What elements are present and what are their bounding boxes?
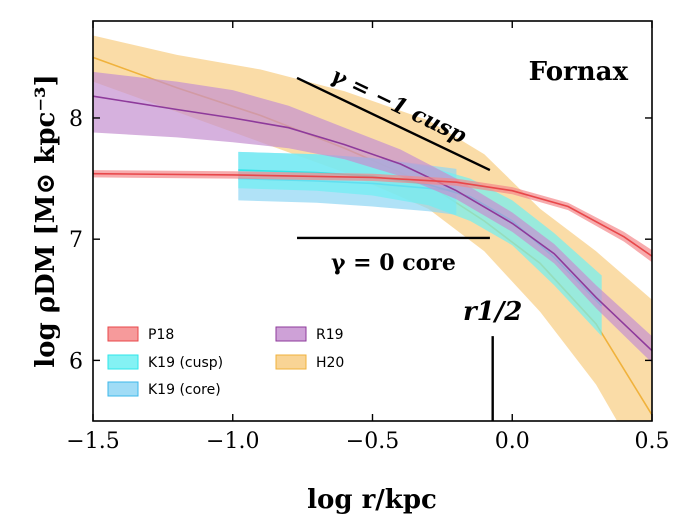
line-p18: [93, 172, 652, 257]
x-tick-label: 0.0: [495, 429, 530, 454]
axis-ticks: −1.5 −1.0 −0.5 0.0 0.5 6 7 8: [66, 21, 670, 454]
core-annotation-label: γ = 0 core: [331, 250, 456, 276]
legend-swatch-r19: [275, 326, 307, 342]
y-tick-label: 6: [69, 349, 83, 374]
legend-swatch-k19-cusp: [107, 354, 139, 370]
legend-label-k19-core: K19 (core): [148, 382, 221, 398]
x-tick-label: 0.5: [635, 429, 670, 454]
x-axis-label: log r/kpc: [307, 485, 437, 515]
legend-label-p18: P18: [148, 327, 174, 343]
y-tick-label: 7: [69, 228, 83, 253]
band-p18: [93, 170, 652, 263]
y-tick-label: 8: [69, 107, 83, 132]
legend-label-h20: H20: [316, 355, 344, 371]
line-r19: [93, 95, 652, 352]
x-tick-label: −1.0: [206, 429, 259, 454]
x-tick-label: −0.5: [346, 429, 399, 454]
chart-title: Fornax: [529, 57, 629, 87]
band-r19: [93, 71, 652, 363]
legend-swatch-h20: [275, 354, 307, 370]
legend-swatch-k19-core: [107, 381, 139, 397]
cusp-slope-line: [296, 76, 491, 172]
legend: P18 K19 (cusp) K19 (core) R19 H20: [107, 326, 344, 398]
r-half-label: r1/2: [463, 297, 522, 327]
plot-area: [93, 35, 652, 421]
x-tick-label: −1.5: [66, 429, 119, 454]
y-axis-label: log ρDM [M⊙ kpc⁻³]: [31, 74, 61, 367]
legend-swatch-p18: [107, 326, 139, 342]
legend-label-k19-cusp: K19 (cusp): [148, 355, 223, 371]
legend-label-r19: R19: [316, 327, 344, 343]
annotation-lines: [296, 76, 494, 421]
